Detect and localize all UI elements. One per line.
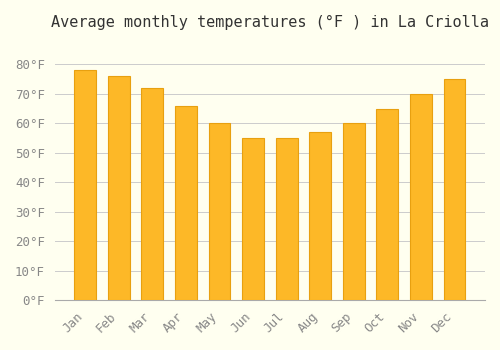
Bar (376, 108, 398, 300)
Bar (175, 106, 197, 300)
Bar (343, 124, 364, 300)
Bar (242, 138, 264, 300)
Bar (310, 132, 331, 300)
Bar (108, 76, 130, 300)
Bar (142, 88, 164, 300)
Title: Average monthly temperatures (°F ) in La Criolla: Average monthly temperatures (°F ) in La… (51, 15, 489, 30)
Bar (410, 94, 432, 300)
Bar (276, 138, 297, 300)
Bar (208, 124, 231, 300)
Bar (444, 79, 466, 300)
Bar (74, 70, 96, 300)
